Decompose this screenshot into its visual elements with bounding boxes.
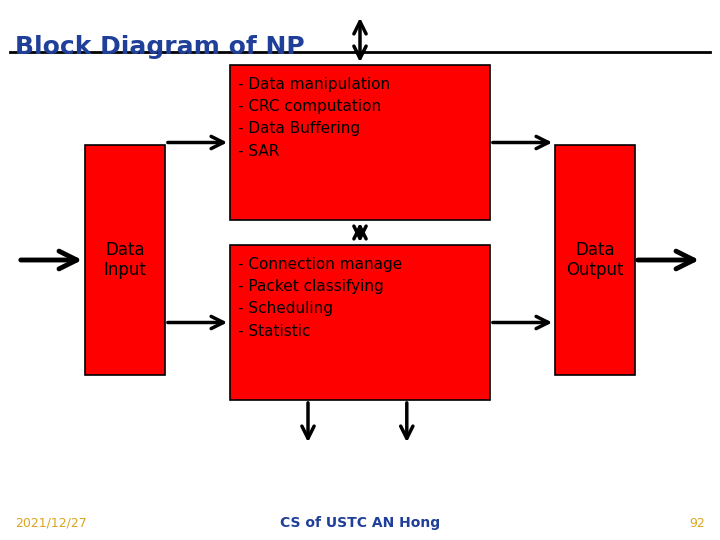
Text: 2021/12/27: 2021/12/27 xyxy=(15,517,86,530)
Text: Data
Output: Data Output xyxy=(566,241,624,279)
Bar xyxy=(555,145,635,375)
Text: 92: 92 xyxy=(689,517,705,530)
Bar xyxy=(230,245,490,400)
Text: - Data manipulation
- CRC computation
- Data Buffering
- SAR: - Data manipulation - CRC computation - … xyxy=(238,77,390,159)
Text: Block Diagram of NP: Block Diagram of NP xyxy=(15,35,305,59)
Bar xyxy=(230,65,490,220)
Text: Data
Input: Data Input xyxy=(104,241,146,279)
Text: - Connection manage
- Packet classifying
- Scheduling
- Statistic: - Connection manage - Packet classifying… xyxy=(238,257,402,339)
Text: CS of USTC AN Hong: CS of USTC AN Hong xyxy=(280,516,440,530)
Bar xyxy=(85,145,165,375)
